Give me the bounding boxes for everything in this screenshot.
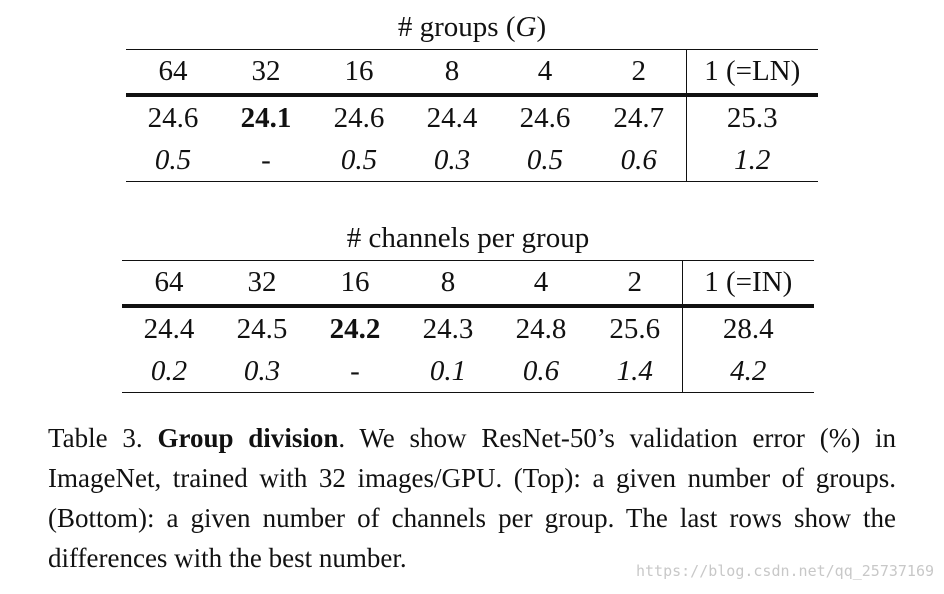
bottom-header-cell: 16 xyxy=(308,260,402,308)
bottom-diff-cell: - xyxy=(308,350,402,393)
top-diff-cell: - xyxy=(220,139,312,182)
top-value-cell: 24.6 xyxy=(519,101,571,134)
top-table-title-suffix: ) xyxy=(536,11,547,43)
bottom-header-cell: 2 xyxy=(588,260,682,308)
caption-label: Table 3. xyxy=(48,423,143,453)
top-header-cell: 4 xyxy=(498,49,592,97)
watermark: https://blog.csdn.net/qq_25737169 xyxy=(635,562,934,580)
top-value-cell: 24.6 xyxy=(333,101,385,134)
top-header-cell: 16 xyxy=(312,49,406,97)
bottom-diff-cell: 0.3 xyxy=(216,350,308,393)
bottom-value-cell: 25.6 xyxy=(609,312,661,345)
table-caption: Table 3. Group division. We show ResNet-… xyxy=(48,418,896,578)
bottom-diff-cell-in: 4.2 xyxy=(681,350,814,393)
bottom-table-title: # channels per group xyxy=(346,222,590,254)
top-diff-cell-ln: 1.2 xyxy=(685,139,818,182)
bottom-value-cell: 24.3 xyxy=(422,312,474,345)
top-diff-cell: 0.3 xyxy=(406,139,498,182)
bottom-header-cell: 8 xyxy=(402,260,494,308)
top-table-diff-row: 0.5 - 0.5 0.3 0.5 0.6 1.2 xyxy=(126,139,818,182)
top-value-cell-best: 24.1 xyxy=(240,101,292,134)
top-diff-cell: 0.5 xyxy=(312,139,406,182)
top-table-title-var: G xyxy=(515,11,537,43)
top-diff-cell: 0.5 xyxy=(498,139,592,182)
caption-bold-title: Group division xyxy=(157,423,339,453)
bottom-table-value-row: 24.4 24.5 24.2 24.3 24.8 25.6 28.4 xyxy=(122,306,814,350)
top-value-cell: 24.4 xyxy=(426,101,478,134)
top-table-title: # groups (G) xyxy=(126,10,818,44)
bottom-value-cell-in: 28.4 xyxy=(681,306,814,350)
top-value-cell: 24.6 xyxy=(147,101,199,134)
top-diff-cell: 0.6 xyxy=(592,139,686,182)
bottom-diff-cell: 0.2 xyxy=(122,350,216,393)
top-header-cell: 32 xyxy=(220,49,312,97)
caption-text: . We show ResNet-50’s validation error (… xyxy=(48,423,896,573)
bottom-table-header-row: 64 32 16 8 4 2 1 (=IN) xyxy=(122,260,814,308)
bottom-value-cell: 24.8 xyxy=(515,312,567,345)
top-header-cell-ln: 1 (=LN) xyxy=(685,49,818,97)
bottom-value-cell-best: 24.2 xyxy=(329,312,381,345)
bottom-table-diff-row: 0.2 0.3 - 0.1 0.6 1.4 4.2 xyxy=(122,350,814,393)
bottom-header-cell: 4 xyxy=(494,260,588,308)
bottom-diff-cell: 0.6 xyxy=(494,350,588,393)
bottom-header-cell-in: 1 (=IN) xyxy=(681,260,814,308)
bottom-header-cell: 32 xyxy=(216,260,308,308)
top-header-cell: 64 xyxy=(126,49,220,97)
bottom-header-cell: 64 xyxy=(122,260,216,308)
bottom-value-cell: 24.5 xyxy=(236,312,288,345)
top-table: 64 32 16 8 4 2 1 (=LN) 24.6 24.1 24.6 24… xyxy=(126,49,818,182)
top-header-cell: 8 xyxy=(406,49,498,97)
top-value-cell: 24.7 xyxy=(613,101,665,134)
top-diff-cell: 0.5 xyxy=(126,139,220,182)
top-table-header-row: 64 32 16 8 4 2 1 (=LN) xyxy=(126,49,818,97)
top-table-value-row: 24.6 24.1 24.6 24.4 24.6 24.7 25.3 xyxy=(126,95,818,139)
top-header-cell: 2 xyxy=(592,49,686,97)
bottom-diff-cell: 0.1 xyxy=(402,350,494,393)
bottom-diff-cell: 1.4 xyxy=(588,350,682,393)
top-table-title-prefix: # groups ( xyxy=(397,11,516,43)
bottom-table: 64 32 16 8 4 2 1 (=IN) 24.4 24.5 24.2 24… xyxy=(122,260,814,393)
bottom-value-cell: 24.4 xyxy=(143,312,195,345)
top-value-cell-ln: 25.3 xyxy=(685,95,818,139)
